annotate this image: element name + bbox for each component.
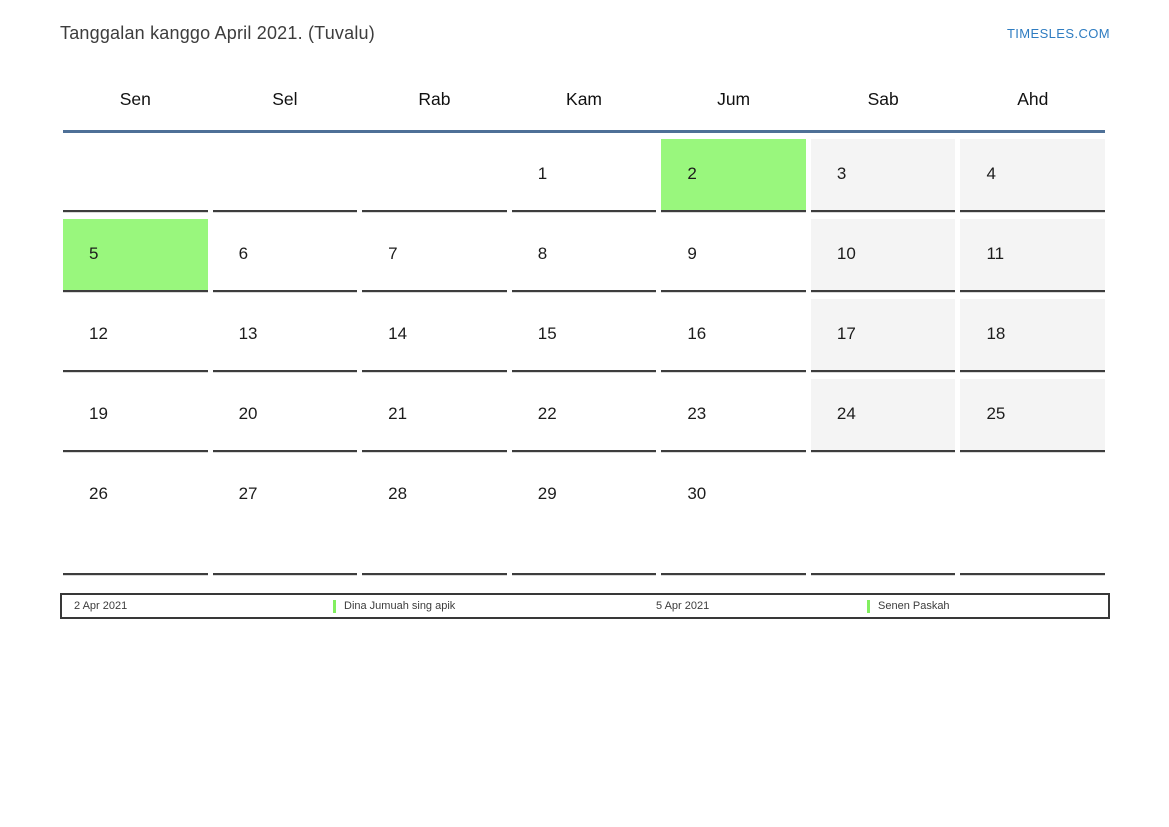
header-divider [63, 130, 1105, 133]
day-cell [63, 139, 208, 212]
day-cell: 6 [212, 219, 358, 292]
day-number: 3 [836, 164, 847, 183]
day-number: 28 [388, 484, 408, 503]
calendar-week-row-4: 19 20 21 22 23 24 25 [63, 373, 1106, 453]
day-cell: 21 [362, 379, 507, 452]
legend-holiday-1: Dina Jumuah sing apik [333, 595, 455, 617]
day-cell-holiday: 5 [63, 219, 208, 292]
calendar-week-row-5: 26 27 28 29 30 [63, 453, 1106, 575]
calendar: Sen Sel Rab Kam Jum Sab Ahd 1 2 3 4 5 6 … [63, 79, 1106, 575]
weekday-label-rab: Rab [418, 88, 451, 109]
legend-bar: 2 Apr 2021 Dina Jumuah sing apik 5 Apr 2… [60, 593, 1110, 619]
day-cell: 19 [63, 379, 208, 452]
day-cell: 13 [212, 299, 358, 372]
legend-date-text: 5 Apr 2021 [656, 600, 710, 612]
day-cell [362, 139, 507, 212]
day-cell: 23 [661, 379, 806, 452]
day-number: 27 [238, 484, 258, 503]
weekday-label-kam: Kam [566, 88, 603, 109]
calendar-week-row-2: 5 6 7 8 9 10 11 [63, 213, 1106, 293]
day-number: 25 [986, 404, 1006, 423]
day-number: 4 [986, 164, 996, 183]
day-cell: 22 [511, 379, 657, 452]
day-number: 17 [836, 324, 856, 343]
day-number: 10 [836, 244, 856, 263]
day-cell-weekend: 17 [810, 299, 956, 372]
day-cell: 27 [212, 459, 358, 575]
day-cell: 15 [511, 299, 657, 372]
legend-holiday-text: Dina Jumuah sing apik [344, 600, 456, 612]
day-cell-weekend: 11 [960, 219, 1106, 292]
day-number: 26 [89, 484, 108, 503]
day-cell: 7 [362, 219, 507, 292]
day-number: 2 [687, 164, 697, 183]
day-number: 13 [238, 324, 258, 343]
weekday-label-sab: Sab [867, 88, 899, 109]
day-cell [960, 459, 1106, 575]
weekday-header-row: Sen Sel Rab Kam Jum Sab Ahd [63, 79, 1105, 119]
holiday-marker-icon [867, 599, 870, 613]
day-number: 11 [986, 244, 1005, 263]
day-cell-weekend: 25 [960, 379, 1106, 452]
day-cell: 28 [362, 459, 507, 575]
day-cell-weekend: 24 [810, 379, 956, 452]
legend-date-text: 2 Apr 2021 [74, 600, 128, 612]
day-number: 6 [238, 244, 249, 263]
day-number: 1 [537, 164, 548, 183]
day-cell: 14 [362, 299, 507, 372]
day-cell: 29 [511, 459, 657, 575]
day-cell-weekend: 10 [810, 219, 956, 292]
day-cell: 8 [511, 219, 657, 292]
day-cell-holiday: 2 [661, 139, 806, 212]
legend-date-2: 5 Apr 2021 [656, 595, 709, 617]
day-cell: 30 [661, 459, 806, 575]
day-number: 5 [89, 244, 99, 263]
calendar-week-row-1: 1 2 3 4 [63, 133, 1106, 213]
weekday-label-jum: Jum [717, 88, 751, 109]
legend-holiday-2: Senen Paskah [867, 595, 950, 617]
day-number: 24 [836, 404, 856, 423]
day-number: 21 [388, 404, 408, 423]
legend-date-1: 2 Apr 2021 [74, 595, 127, 617]
holiday-marker-icon [333, 599, 336, 613]
day-number: 22 [537, 404, 557, 423]
day-number: 9 [687, 244, 697, 263]
top-bar: Tanggalan kanggo April 2021. (Tuvalu) TI… [60, 20, 1110, 46]
day-cell: 16 [661, 299, 806, 372]
day-number: 20 [238, 404, 258, 423]
day-cell [810, 459, 956, 575]
day-number: 23 [687, 404, 707, 423]
day-cell: 12 [63, 299, 208, 372]
day-cell: 1 [511, 139, 657, 212]
day-number: 7 [388, 244, 398, 263]
day-number: 18 [986, 324, 1006, 343]
day-number: 12 [89, 324, 108, 343]
weekday-label-sel: Sel [272, 88, 298, 109]
day-number: 19 [89, 404, 108, 423]
day-cell: 20 [212, 379, 358, 452]
weekday-label-sen: Sen [119, 88, 151, 109]
day-cell [212, 139, 358, 212]
day-cell-weekend: 3 [810, 139, 956, 212]
timesles-brand-link[interactable]: TIMESLES.COM [1006, 25, 1110, 41]
day-number: 29 [537, 484, 557, 503]
day-cell-weekend: 18 [960, 299, 1106, 372]
legend-holiday-text: Senen Paskah [878, 600, 950, 612]
day-number: 30 [687, 484, 707, 503]
calendar-week-row-3: 12 13 14 15 16 17 18 [63, 293, 1106, 373]
day-number: 14 [388, 324, 408, 343]
day-cell: 9 [661, 219, 806, 292]
page-title: Tanggalan kanggo April 2021. (Tuvalu) [60, 22, 375, 43]
day-cell-weekend: 4 [960, 139, 1106, 212]
day-number: 15 [537, 324, 557, 343]
weekday-label-ahd: Ahd [1017, 88, 1049, 109]
day-cell: 26 [63, 459, 208, 575]
day-number: 8 [537, 244, 548, 263]
day-number: 16 [687, 324, 707, 343]
